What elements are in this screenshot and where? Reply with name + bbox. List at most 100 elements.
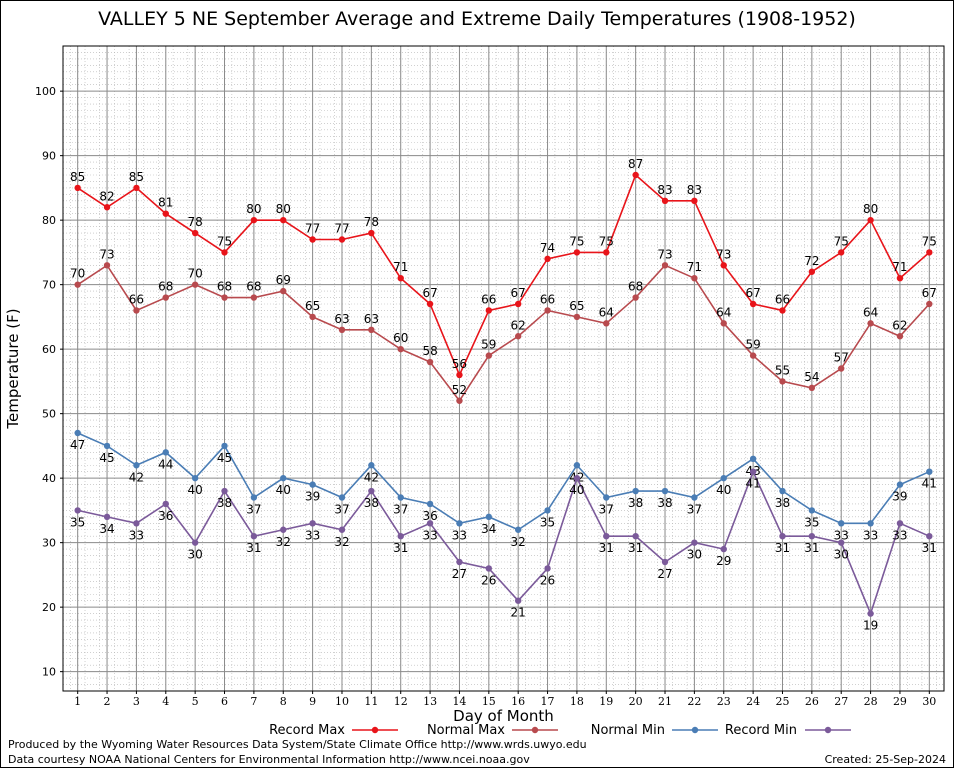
normal-min-data-label: 47: [70, 438, 85, 452]
x-tick-label: 8: [280, 695, 287, 708]
record-max-point: [514, 300, 522, 308]
record-max-data-label: 87: [628, 157, 643, 171]
normal-max-data-label: 73: [657, 247, 672, 261]
x-tick-label: 29: [893, 695, 907, 708]
x-tick-label: 13: [423, 695, 437, 708]
normal-max-data-label: 58: [422, 344, 437, 358]
record-max-point: [368, 229, 375, 237]
normal-min-point: [691, 494, 698, 501]
x-tick-label: 4: [162, 695, 169, 708]
normal-max-data-label: 68: [217, 280, 232, 294]
normal-min-data-label: 37: [599, 503, 614, 517]
y-tick-label: 50: [42, 408, 56, 421]
normal-max-point: [280, 287, 287, 295]
normal-min-point: [221, 442, 228, 450]
x-tick-label: 26: [805, 695, 819, 708]
x-tick-label: 20: [629, 695, 643, 708]
record-min-data-label: 32: [334, 535, 349, 549]
x-tick-label: 2: [104, 695, 111, 708]
normal-min-point: [397, 494, 404, 501]
normal-min-point: [808, 507, 816, 514]
record-min-data-label: 33: [305, 528, 320, 542]
x-tick-label: 18: [570, 695, 584, 708]
record-max-point: [808, 268, 816, 275]
record-max-point: [838, 249, 845, 256]
normal-min-data-label: 39: [305, 490, 320, 504]
record-min-point: [485, 565, 493, 572]
record-max-data-label: 78: [188, 215, 203, 229]
x-tick-label: 15: [482, 695, 496, 708]
record-max-data-label: 56: [452, 357, 467, 371]
normal-min-data-label: 33: [452, 528, 467, 542]
normal-min-line: [77, 432, 930, 531]
normal-min-point: [779, 487, 786, 495]
normal-min-point: [280, 474, 287, 482]
x-tick-label: 17: [541, 695, 555, 708]
record-min-point: [514, 597, 522, 604]
y-tick-label: 10: [42, 666, 56, 679]
record-min-data-label: 35: [70, 515, 85, 529]
record-min-point: [280, 526, 287, 533]
normal-min-data-label: 39: [892, 490, 907, 504]
record-min-point: [867, 610, 874, 617]
normal-min-data-label: 32: [511, 535, 526, 549]
x-tick-label: 12: [394, 695, 408, 708]
record-max-data-label: 67: [745, 286, 760, 300]
record-max-point: [661, 197, 669, 204]
record-min-point: [749, 468, 757, 475]
normal-max-point: [603, 320, 610, 327]
normal-max-point: [514, 333, 522, 340]
normal-min-point: [749, 455, 757, 462]
record-max-point: [632, 171, 639, 179]
record-min-data-label: 33: [422, 528, 437, 542]
normal-max-point: [250, 294, 258, 301]
normal-max-data-label: 63: [334, 312, 349, 326]
record-max-data-label: 75: [599, 234, 614, 248]
normal-min-data-label: 41: [922, 477, 937, 491]
normal-min-data-label: 42: [364, 470, 379, 484]
normal-max-point: [544, 307, 551, 314]
record-max-data-label: 72: [804, 254, 819, 268]
normal-min-point: [162, 449, 169, 456]
y-tick-label: 100: [35, 85, 56, 98]
x-tick-label: 27: [834, 695, 848, 708]
normal-max-point: [867, 320, 874, 327]
x-tick-label: 22: [687, 695, 701, 708]
record-max-data-label: 83: [687, 183, 702, 197]
normal-max-point: [426, 358, 434, 366]
normal-max-data-label: 68: [628, 280, 643, 294]
y-tick-label: 90: [42, 150, 56, 163]
normal-max-point: [808, 384, 816, 392]
normal-max-data-label: 65: [569, 299, 584, 313]
normal-min-data-label: 38: [657, 496, 672, 510]
record-max-data-label: 75: [569, 234, 584, 248]
normal-min-data-label: 45: [217, 451, 232, 465]
record-min-point: [397, 533, 404, 540]
record-min-point: [632, 533, 639, 540]
normal-min-data-label: 40: [716, 483, 731, 497]
record-min-point: [74, 507, 81, 514]
record-min-data-label: 26: [540, 573, 555, 587]
normal-min-data-label: 37: [246, 503, 261, 517]
record-max-point: [397, 275, 404, 282]
normal-max-data-label: 64: [716, 305, 731, 319]
normal-max-data-label: 62: [511, 318, 526, 332]
normal-min-data-label: 38: [628, 496, 643, 510]
x-tick-label: 30: [922, 695, 936, 708]
normal-min-data-label: 34: [481, 522, 496, 536]
record-max-data-label: 83: [657, 183, 672, 197]
normal-min-data-label: 36: [422, 509, 437, 523]
normal-max-point: [691, 275, 698, 282]
normal-max-point: [838, 365, 845, 372]
normal-max-data-label: 69: [276, 273, 291, 287]
record-min-point: [661, 558, 669, 566]
record-max-point: [250, 216, 258, 224]
normal-max-line: [77, 264, 930, 403]
normal-min-point: [603, 494, 610, 501]
normal-max-data-label: 52: [452, 383, 467, 397]
record-min-data-label: 32: [276, 535, 291, 549]
record-max-data-label: 78: [364, 215, 379, 229]
normal-min-data-label: 37: [393, 503, 408, 517]
plot-border: [62, 45, 945, 692]
